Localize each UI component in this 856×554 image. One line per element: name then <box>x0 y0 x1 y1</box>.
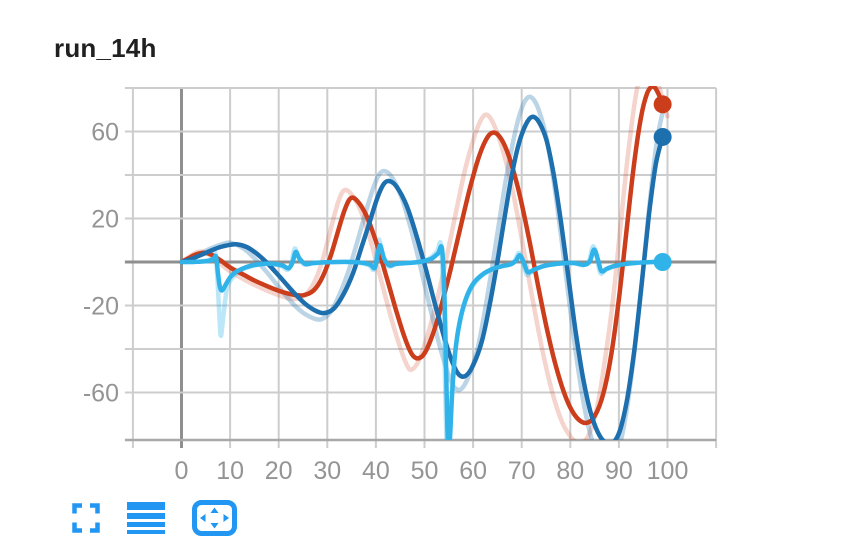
chart-toolbar <box>72 500 237 536</box>
y-tick-label: 60 <box>91 119 119 147</box>
series-blue-smoothed <box>179 114 665 440</box>
series-group <box>179 86 670 440</box>
y-tick-label: 20 <box>91 206 119 234</box>
x-tick-label: 10 <box>216 457 244 485</box>
cyan-smoothed-end-dot <box>653 253 672 271</box>
pan-icon <box>192 500 237 536</box>
x-tick-label: 60 <box>459 457 487 485</box>
x-tick-label: 70 <box>508 457 536 485</box>
lines-icon <box>127 502 165 534</box>
blue-smoothed-end-dot <box>653 127 672 146</box>
y-tick-label: -60 <box>83 380 119 408</box>
fullscreen-icon <box>72 503 100 533</box>
red-smoothed-end-dot <box>653 95 672 114</box>
tick-labels: 60 20 -20 -60 0 10 20 30 40 50 60 70 80 90 100 <box>83 119 689 486</box>
x-tick-label: 20 <box>265 457 293 485</box>
y-tick-label: -20 <box>83 293 119 321</box>
x-tick-label: 0 <box>175 457 189 485</box>
x-tick-label: 90 <box>605 457 633 485</box>
x-tick-label: 50 <box>411 457 439 485</box>
x-tick-label: 100 <box>647 457 689 485</box>
x-tick-label: 40 <box>362 457 390 485</box>
x-tick-label: 80 <box>556 457 584 485</box>
pan-button[interactable] <box>192 500 237 536</box>
x-tick-label: 30 <box>313 457 341 485</box>
fullscreen-button[interactable] <box>72 503 100 533</box>
lines-button[interactable] <box>127 502 165 534</box>
series-cyan-smoothed <box>179 243 665 440</box>
series-red-smoothed <box>179 86 665 426</box>
chart-title: run_14h <box>54 33 157 63</box>
